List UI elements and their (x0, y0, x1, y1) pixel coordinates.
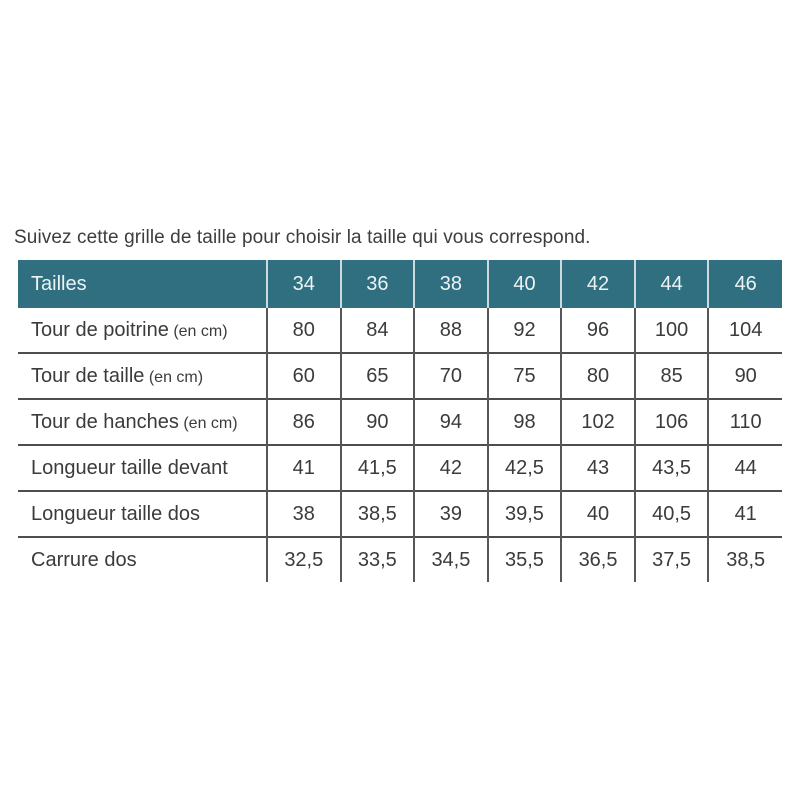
table-header-row: Tailles 34 36 38 40 42 44 46 (18, 260, 782, 308)
value-cell: 86 (266, 398, 341, 445)
value-cell: 38,5 (339, 490, 415, 537)
size-column-header: 42 (560, 260, 635, 308)
size-column-header: 38 (413, 260, 488, 308)
value-cell: 39 (413, 490, 488, 537)
table-row: Tour de poitrine (en cm) 80 84 88 92 96 100 104 (18, 308, 782, 353)
size-column-header: 40 (486, 260, 562, 308)
sizes-column-header: Tailles (18, 260, 267, 308)
table-row: Tour de hanches (en cm) 86 90 94 98 102 106 110 (18, 398, 782, 445)
value-cell: 43,5 (633, 444, 709, 491)
unit-label: (en cm) (178, 414, 238, 432)
value-cell: 90 (339, 398, 415, 445)
value-cell: 96 (560, 308, 635, 353)
value-cell: 43 (560, 444, 635, 491)
row-label-cell: Carrure dos (18, 536, 267, 582)
unit-label: (en cm) (144, 368, 204, 386)
value-cell: 34,5 (413, 536, 488, 582)
row-label-cell: Longueur taille dos (18, 490, 267, 537)
measurement-name: Longueur taille dos (31, 502, 201, 525)
value-cell: 84 (339, 308, 415, 353)
value-cell: 60 (266, 352, 341, 399)
table-row: Tour de taille (en cm) 60 65 70 75 80 85 90 (18, 352, 782, 399)
value-cell: 41,5 (339, 444, 415, 491)
row-label-cell: Tour de poitrine (en cm) (18, 308, 267, 353)
measurement-name: Tour de taille (31, 364, 145, 387)
size-column-header: 36 (339, 260, 415, 308)
value-cell: 104 (707, 308, 782, 353)
value-cell: 88 (413, 308, 488, 353)
table-body: Tour de poitrine (en cm) 80 84 88 92 96 100 104… (18, 308, 782, 582)
value-cell: 37,5 (633, 536, 709, 582)
value-cell: 33,5 (339, 536, 415, 582)
size-column-header: 46 (707, 260, 782, 308)
measurement-name: Tour de poitrine (31, 318, 169, 341)
measurement-name: Tour de hanches (31, 410, 179, 433)
row-label-cell: Longueur taille devant (18, 444, 267, 491)
size-chart-table: Tailles 34 36 38 40 42 44 46 Tour de poitrine … (18, 260, 782, 582)
value-cell: 90 (707, 352, 782, 399)
value-cell: 39,5 (486, 490, 562, 537)
value-cell: 94 (413, 398, 488, 445)
value-cell: 35,5 (486, 536, 562, 582)
value-cell: 106 (633, 398, 709, 445)
value-cell: 44 (707, 444, 782, 491)
size-column-header: 34 (266, 260, 341, 308)
value-cell: 36,5 (560, 536, 635, 582)
measurement-name: Carrure dos (31, 548, 137, 571)
value-cell: 80 (266, 308, 341, 353)
measurement-name: Longueur taille devant (31, 456, 228, 479)
value-cell: 98 (486, 398, 562, 445)
value-cell: 38,5 (707, 536, 782, 582)
value-cell: 92 (486, 308, 562, 353)
value-cell: 40 (560, 490, 635, 537)
value-cell: 42 (413, 444, 488, 491)
unit-label: (en cm) (168, 322, 228, 340)
size-column-header: 44 (633, 260, 709, 308)
size-guide-intro-text: Suivez cette grille de taille pour chois… (14, 227, 591, 248)
table-row: Longueur taille devant 41 41,5 42 42,5 43 43,5… (18, 444, 782, 491)
value-cell: 75 (486, 352, 562, 399)
value-cell: 110 (707, 398, 782, 445)
value-cell: 65 (339, 352, 415, 399)
table-header: Tailles 34 36 38 40 42 44 46 (18, 260, 782, 308)
value-cell: 40,5 (633, 490, 709, 537)
value-cell: 32,5 (266, 536, 341, 582)
row-label-cell: Tour de hanches (en cm) (18, 398, 267, 445)
value-cell: 85 (633, 352, 709, 399)
value-cell: 102 (560, 398, 635, 445)
value-cell: 70 (413, 352, 488, 399)
table-row: Longueur taille dos 38 38,5 39 39,5 40 40,5 41 (18, 490, 782, 537)
value-cell: 41 (707, 490, 782, 537)
table-row: Carrure dos 32,5 33,5 34,5 35,5 36,5 37,5 38,5 (18, 536, 782, 582)
value-cell: 100 (633, 308, 709, 353)
value-cell: 38 (266, 490, 341, 537)
value-cell: 42,5 (486, 444, 562, 491)
row-label-cell: Tour de taille (en cm) (18, 352, 267, 399)
value-cell: 80 (560, 352, 635, 399)
value-cell: 41 (266, 444, 341, 491)
